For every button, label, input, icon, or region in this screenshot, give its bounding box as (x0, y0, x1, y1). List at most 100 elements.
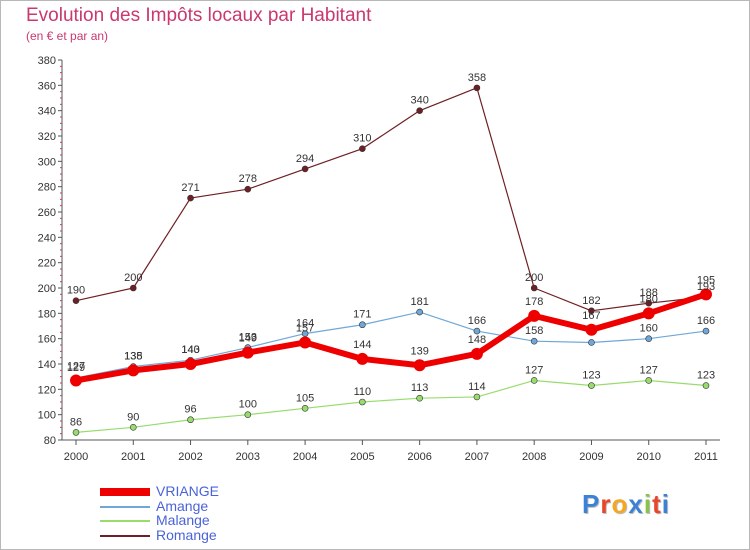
y-tick-label: 300 (38, 156, 56, 168)
proxiti-logo: Proxiti (582, 489, 670, 520)
logo-letter: r (600, 489, 612, 519)
data-label-romange: 200 (525, 272, 543, 284)
legend-label-malange: Malange (156, 512, 210, 528)
x-tick-label: 2000 (64, 451, 88, 463)
data-point-vriange (70, 374, 82, 387)
legend-item-amange: Amange (100, 497, 300, 515)
data-point-malange (416, 394, 423, 402)
series-line-romange (75, 87, 707, 312)
data-point-romange (129, 284, 137, 292)
data-label-amange: 129 (67, 362, 85, 374)
data-point-vriange (356, 352, 369, 365)
data-point-romange (645, 299, 653, 307)
data-label-amange: 138 (124, 351, 142, 363)
series-line-amange (75, 311, 707, 379)
data-point-vriange (241, 346, 254, 359)
x-tick-label: 2003 (236, 451, 260, 463)
data-label-vriange: 140 (181, 344, 199, 356)
legend-item-romange: Romange (100, 526, 300, 544)
y-tick-label: 260 (38, 207, 56, 219)
data-label-amange: 171 (353, 309, 371, 321)
data-label-amange: 181 (410, 296, 428, 308)
data-label-malange: 127 (525, 364, 543, 376)
x-tick-label: 2010 (636, 451, 660, 463)
legend-swatch-malange (100, 520, 150, 522)
chart-legend: VRIANGE Amange Malange Romange (100, 483, 300, 544)
logo-letter: o (611, 489, 629, 519)
data-point-vriange (585, 323, 598, 336)
logo-letter: P (582, 489, 601, 519)
data-label-vriange: 148 (468, 334, 486, 346)
data-label-malange: 123 (582, 370, 600, 382)
data-point-malange (244, 411, 252, 418)
data-label-malange: 110 (354, 386, 372, 398)
data-label-vriange: 144 (353, 339, 371, 351)
data-point-malange (473, 393, 481, 401)
data-point-vriange (413, 359, 426, 372)
chart-series (70, 84, 712, 436)
legend-swatch-vriange (100, 488, 150, 496)
data-label-romange: 271 (181, 182, 199, 194)
data-point-malange (359, 398, 366, 406)
y-tick-label: 340 (38, 106, 56, 118)
data-point-amange (359, 321, 366, 329)
data-label-malange: 100 (239, 399, 257, 411)
data-point-amange (588, 339, 595, 346)
data-label-vriange: 157 (296, 322, 314, 334)
data-label-malange: 96 (184, 404, 196, 416)
data-point-romange (416, 107, 423, 114)
data-label-malange: 86 (70, 416, 82, 428)
series-line-malange (75, 379, 707, 433)
data-point-romange (301, 165, 309, 173)
data-label-malange: 113 (411, 382, 429, 394)
data-label-amange: 164 (296, 318, 314, 330)
data-point-amange (645, 335, 653, 342)
data-point-romange (359, 145, 366, 152)
data-label-amange: 160 (640, 323, 658, 335)
data-label-romange: 193 (697, 281, 715, 293)
y-tick-label: 160 (38, 334, 56, 346)
chart-title: Evolution des Impôts locaux par Habitant (26, 5, 372, 26)
data-point-romange (588, 307, 595, 315)
data-point-vriange (642, 307, 655, 320)
data-point-amange (702, 327, 710, 335)
y-tick-label: 100 (38, 410, 56, 422)
data-point-malange (645, 377, 653, 384)
y-tick-label: 180 (38, 308, 56, 320)
chart-axes: 80 100 120 140 160 180 200 220 240 260 280 300 320 34… (38, 55, 720, 463)
legend-label-romange: Romange (156, 526, 217, 543)
data-label-vriange: 167 (582, 310, 600, 322)
data-label-malange: 90 (127, 411, 139, 423)
data-label-romange: 188 (640, 287, 658, 299)
data-point-malange (129, 424, 137, 431)
chart-data-labels: 190 200 271 278 294 310 340 358 200 182 188 193 86 90… (67, 72, 715, 429)
data-label-romange: 182 (582, 295, 600, 307)
data-label-romange: 294 (296, 153, 314, 165)
legend-item-vriange: VRIANGE (100, 483, 300, 500)
data-label-malange: 123 (697, 370, 715, 382)
chart-subtitle: (en € et par an) (26, 29, 109, 43)
data-point-vriange (470, 347, 483, 360)
data-label-vriange: 195 (697, 274, 715, 286)
y-tick-label: 320 (38, 131, 56, 143)
y-tick-label: 140 (38, 359, 56, 371)
logo-letter: i (643, 489, 653, 519)
data-label-amange: 158 (525, 325, 543, 337)
data-label-romange: 278 (239, 173, 257, 185)
y-tick-label: 80 (44, 435, 56, 447)
data-point-amange (416, 308, 423, 316)
data-point-malange (72, 429, 80, 436)
y-tick-label: 360 (38, 80, 56, 92)
data-point-romange (473, 84, 481, 92)
legend-label-vriange: VRIANGE (156, 483, 220, 499)
x-tick-label: 2006 (407, 451, 431, 463)
x-tick-label: 2011 (694, 451, 718, 463)
series-line-vriange (73, 291, 709, 384)
data-label-vriange: 149 (239, 333, 257, 345)
logo-letter: i (661, 489, 670, 519)
data-point-romange (244, 185, 252, 193)
data-point-malange (187, 416, 194, 424)
legend-label-amange: Amange (156, 497, 209, 514)
